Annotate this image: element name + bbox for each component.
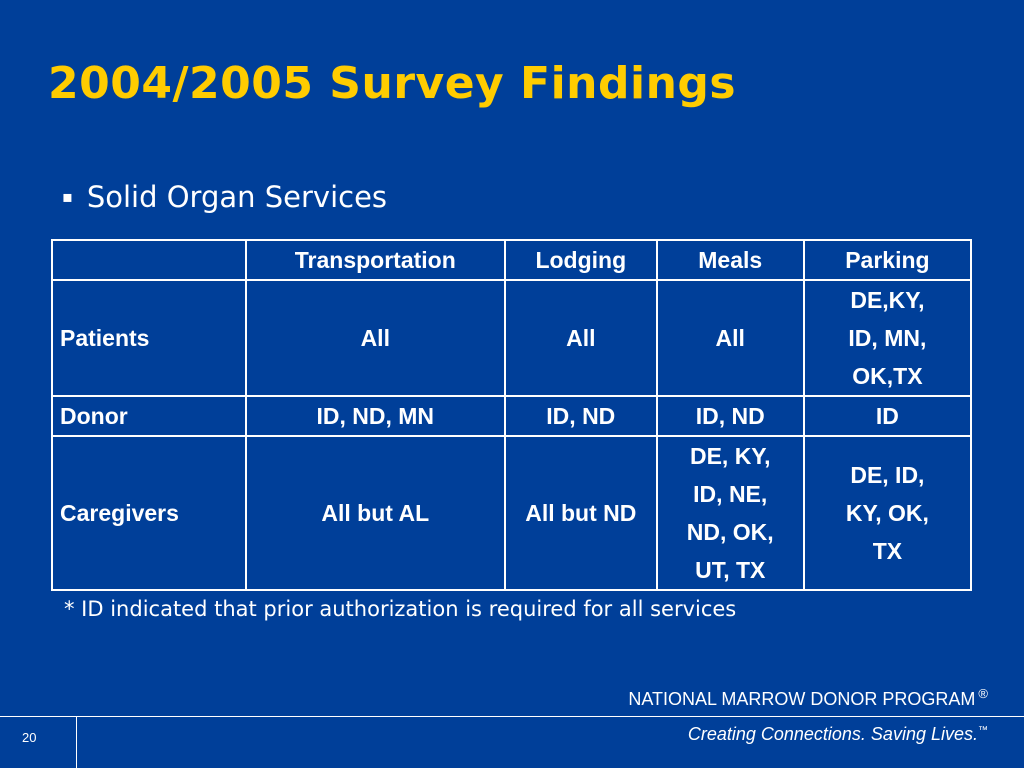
table-header-cell: [51, 239, 247, 281]
cell-line: ND, OK,: [686, 519, 774, 545]
table-header-cell: Transportation: [244, 239, 506, 281]
table-cell: ID, ND: [503, 395, 658, 437]
cell-line: ID, MN,: [848, 325, 927, 351]
table-cell: DE, KY, ID, NE, ND, OK, UT, TX: [655, 435, 805, 591]
page-number-divider: [76, 716, 77, 768]
table-cell: ID: [802, 395, 973, 437]
services-table: Transportation Lodging Meals Parking Pat…: [51, 239, 973, 591]
trademark-mark: ™: [978, 725, 988, 736]
row-label: Donor: [51, 395, 247, 437]
table-cell: All but ND: [503, 435, 658, 591]
cell-line: All: [715, 325, 745, 351]
table-cell: All: [244, 279, 506, 397]
cell-line: TX: [872, 538, 903, 564]
cell-line: All but ND: [525, 500, 637, 526]
cell-line: All: [360, 325, 390, 351]
cell-line: All: [566, 325, 596, 351]
slide-title: 2004/2005 Survey Findings: [48, 58, 737, 109]
cell-line: All but AL: [321, 500, 430, 526]
table-cell: DE, ID, KY, OK, TX: [802, 435, 973, 591]
table-cell: All but AL: [244, 435, 506, 591]
cell-line: UT, TX: [695, 557, 766, 583]
cell-line: ID, ND, MN: [316, 403, 435, 429]
cell-line: DE, ID,: [850, 462, 925, 488]
table-row: Donor ID, ND, MN ID, ND ID, ND ID: [51, 395, 973, 437]
table-cell: All: [655, 279, 805, 397]
organization-name: NATIONAL MARROW DONOR PROGRAM ®: [628, 686, 988, 710]
tagline: Creating Connections. Saving Lives.™: [688, 724, 988, 745]
organization-text: NATIONAL MARROW DONOR PROGRAM: [628, 689, 976, 709]
registered-mark: ®: [978, 686, 988, 701]
cell-line: DE, KY,: [689, 443, 771, 469]
cell-line: KY, OK,: [845, 500, 929, 526]
cell-line: ID, ND: [695, 403, 765, 429]
cell-line: ID: [875, 403, 899, 429]
table-row: Patients All All All DE,KY, ID, MN, OK,T…: [51, 279, 973, 397]
table-cell: All: [503, 279, 658, 397]
table-header-cell: Parking: [802, 239, 973, 281]
footer-divider-line: [0, 716, 1024, 717]
cell-line: OK,TX: [852, 363, 923, 389]
footnote: * ID indicated that prior authorization …: [64, 597, 737, 621]
table-cell: ID, ND, MN: [244, 395, 506, 437]
table-row: Caregivers All but AL All but ND DE, KY,…: [51, 435, 973, 591]
cell-line: ID, ND: [546, 403, 616, 429]
table-header-row: Transportation Lodging Meals Parking: [51, 239, 973, 281]
bullet-item: ▪ Solid Organ Services: [62, 180, 387, 214]
tagline-text: Creating Connections. Saving Lives.: [687, 724, 978, 744]
cell-line: DE,KY,: [850, 287, 925, 313]
row-label: Patients: [51, 279, 247, 397]
table-header-cell: Meals: [655, 239, 805, 281]
table-cell: DE,KY, ID, MN, OK,TX: [802, 279, 973, 397]
row-label: Caregivers: [51, 435, 247, 591]
table-cell: ID, ND: [655, 395, 805, 437]
page-number: 20: [22, 730, 37, 745]
cell-line: ID, NE,: [693, 481, 768, 507]
square-bullet-icon: ▪: [62, 187, 73, 206]
bullet-text: Solid Organ Services: [86, 180, 388, 214]
table-header-cell: Lodging: [503, 239, 658, 281]
